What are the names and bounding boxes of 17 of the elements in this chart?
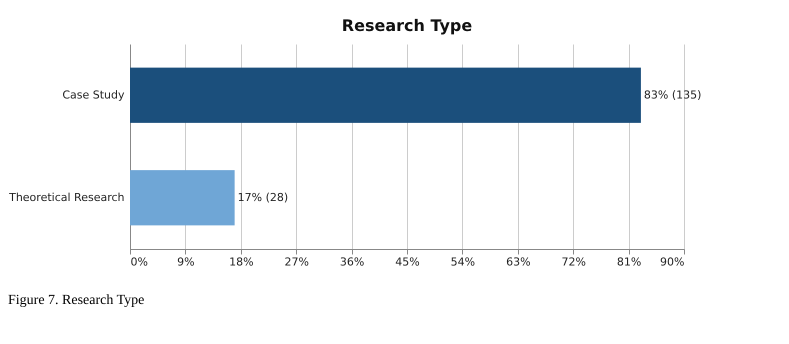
x-tick-label: 45% bbox=[395, 256, 420, 268]
x-tick-label: 9% bbox=[177, 256, 195, 268]
chart-title: Research Type bbox=[342, 16, 472, 35]
y-tick-label: Theoretical Research bbox=[8, 190, 125, 204]
x-tick-label: 54% bbox=[450, 256, 476, 268]
data-label: 17% (28) bbox=[238, 190, 288, 204]
caption: Figure 7. Research Type bbox=[8, 293, 146, 309]
x-tick-label: 81% bbox=[616, 256, 642, 268]
x-tick-label: 36% bbox=[340, 256, 364, 268]
x-tick-label: 18% bbox=[229, 256, 254, 268]
x-tick-label: 63% bbox=[506, 256, 531, 268]
x-tick-label: 90% bbox=[660, 256, 684, 268]
x-tick-label: 72% bbox=[561, 256, 586, 268]
x-tick-label: 0% bbox=[130, 256, 148, 268]
y-tick-label: Case Study bbox=[62, 88, 125, 102]
data-label: 83% (135) bbox=[644, 88, 702, 102]
x-tick-label: 27% bbox=[284, 256, 309, 268]
